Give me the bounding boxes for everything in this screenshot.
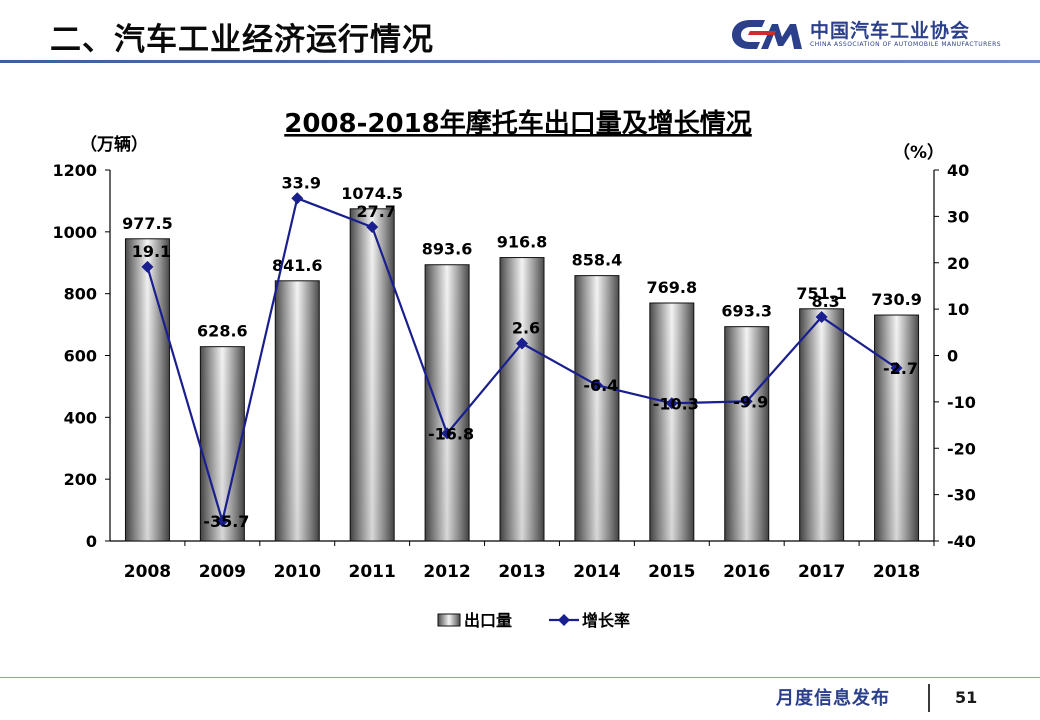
plot-area: 0 200 400 600 800 1000 1200 -40 -30 -20 -10 0 10 20 30… xyxy=(52,161,975,630)
growth-value-label: 2.6 xyxy=(512,318,540,337)
x-axis-tick-label: 2016 xyxy=(723,562,770,582)
association-logo: 中国汽车工业协会 CHINA ASSOCIATION OF AUTOMOBILE… xyxy=(730,14,1030,54)
x-axis-tick-label: 2013 xyxy=(498,562,545,582)
x-axis-tick-label: 2010 xyxy=(274,562,321,582)
growth-point xyxy=(441,427,454,440)
right-axis-tick-label: 20 xyxy=(947,254,969,273)
left-axis-tick-label: 1200 xyxy=(52,161,97,180)
bar-value-label: 1074.5 xyxy=(341,184,403,203)
x-axis-tick-label: 2011 xyxy=(349,562,396,582)
legend-line-label: 增长率 xyxy=(582,611,630,630)
right-axis-tick-label: 10 xyxy=(947,300,969,319)
growth-value-label: -16.8 xyxy=(428,424,474,443)
slide-header: 二、汽车工业经济运行情况 中国汽车工业协会 CHINA ASSOCIATION … xyxy=(0,0,1040,60)
bar-value-label: 916.8 xyxy=(497,233,548,252)
header-rule xyxy=(0,60,1040,63)
footer-rule xyxy=(0,677,1040,678)
logo-chinese-name: 中国汽车工业协会 xyxy=(810,20,971,42)
right-axis-tick-label: 40 xyxy=(947,161,969,180)
right-axis-tick-label: -40 xyxy=(947,532,976,551)
page-number: 51 xyxy=(955,688,978,707)
bar-value-label: 751.1 xyxy=(796,284,847,303)
growth-point xyxy=(516,337,528,350)
bar-value-label: 893.6 xyxy=(422,240,473,259)
x-axis-tick-label: 2009 xyxy=(199,562,246,582)
growth-point xyxy=(890,362,903,375)
growth-point xyxy=(665,397,678,410)
growth-value-label: 27.7 xyxy=(356,202,395,221)
growth-value-label: -10.3 xyxy=(653,394,699,413)
growth-point xyxy=(366,221,379,234)
logo-english-name: CHINA ASSOCIATION OF AUTOMOBILE MANUFACT… xyxy=(810,41,1002,48)
bar-value-label: 693.3 xyxy=(721,302,772,321)
bar-value-label: 841.6 xyxy=(272,256,323,275)
right-axis-unit: （%） xyxy=(893,142,944,163)
left-axis-tick-label: 400 xyxy=(64,408,97,427)
right-axis-tick-label: -10 xyxy=(947,393,976,412)
bar-shade xyxy=(574,275,619,541)
growth-point xyxy=(216,515,229,528)
growth-value-label: 33.9 xyxy=(282,173,321,192)
growth-point xyxy=(815,311,828,324)
growth-value-label: 19.1 xyxy=(132,242,171,261)
x-axis-tick-label: 2014 xyxy=(573,562,620,582)
legend-line-marker xyxy=(558,614,570,626)
legend-bar-label: 出口量 xyxy=(464,611,512,630)
bar-value-label: 977.5 xyxy=(122,214,173,233)
bar-shade xyxy=(350,208,395,541)
growth-point xyxy=(291,192,304,205)
bar-shade xyxy=(874,315,919,541)
left-axis-tick-label: 0 xyxy=(86,532,97,551)
footer-label: 月度信息发布 xyxy=(776,688,890,709)
bar-shade xyxy=(500,257,544,541)
left-axis-unit: （万辆） xyxy=(80,134,148,155)
footer-separator xyxy=(928,684,930,712)
bar-shade xyxy=(275,280,320,541)
x-axis-tick-label: 2012 xyxy=(423,562,470,582)
bar-shade xyxy=(200,346,245,541)
bar-shade xyxy=(125,238,170,541)
section-title: 二、汽车工业经济运行情况 xyxy=(50,22,434,58)
growth-value-label: -9.9 xyxy=(733,392,768,411)
x-axis-tick-label: 2015 xyxy=(648,562,695,582)
growth-point xyxy=(740,395,753,408)
bar-value-label: 628.6 xyxy=(197,322,248,341)
left-axis-tick-label: 200 xyxy=(64,470,97,489)
growth-value-label: 8.3 xyxy=(811,292,839,311)
left-axis-tick-label: 1000 xyxy=(52,223,97,242)
cam-logo-icon xyxy=(732,20,802,49)
export-chart: 2008-2018年摩托车出口量及增长情况 （万辆） （%） 020040060… xyxy=(52,108,975,630)
right-axis-tick-label: 0 xyxy=(947,347,958,366)
right-axis-tick-label: -20 xyxy=(947,439,976,458)
growth-value-label: -35.7 xyxy=(203,512,249,531)
growth-point xyxy=(141,260,154,273)
growth-point xyxy=(590,379,603,392)
bar-shade xyxy=(724,326,769,541)
bar-value-label: 769.8 xyxy=(647,278,698,297)
bar-shade xyxy=(425,264,470,541)
right-axis-tick-label: -30 xyxy=(947,486,976,505)
x-axis-tick-label: 2008 xyxy=(124,562,171,582)
left-axis-tick-label: 600 xyxy=(64,347,97,366)
bar-value-label: 858.4 xyxy=(572,251,623,270)
chart-title: 2008-2018年摩托车出口量及增长情况 xyxy=(284,108,752,139)
bar-shade xyxy=(799,308,844,541)
left-axis-tick-label: 800 xyxy=(64,285,97,304)
x-axis-tick-label: 2018 xyxy=(873,562,920,582)
right-axis-tick-label: 30 xyxy=(947,207,969,226)
bar-shade xyxy=(649,303,694,541)
growth-value-label: -2.7 xyxy=(883,359,918,378)
legend-bar-swatch xyxy=(437,613,461,627)
growth-value-label: -6.4 xyxy=(583,376,618,395)
x-axis-tick-label: 2017 xyxy=(798,562,845,582)
bar-value-label: 730.9 xyxy=(871,290,922,309)
